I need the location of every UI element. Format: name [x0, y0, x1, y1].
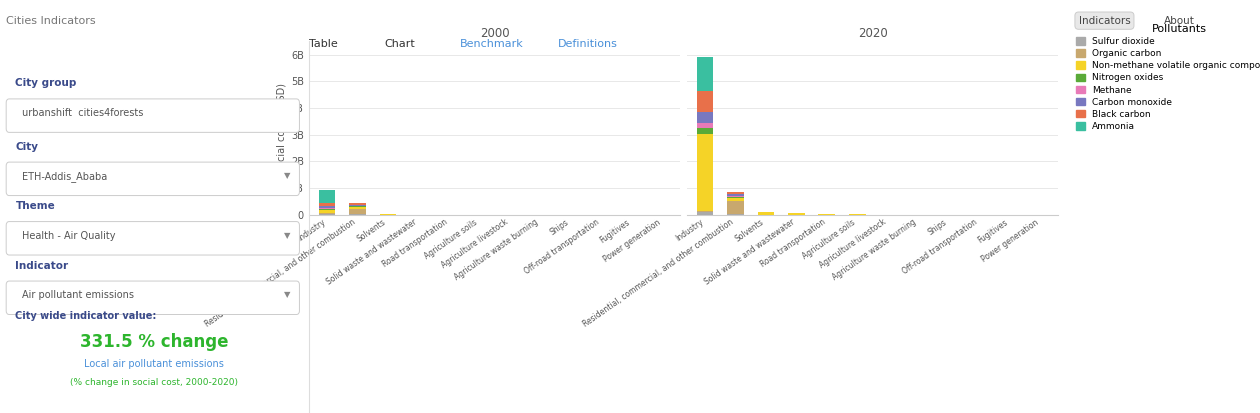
Bar: [697, 134, 713, 211]
Text: ▼: ▼: [284, 171, 290, 180]
Bar: [349, 207, 365, 209]
Bar: [727, 201, 743, 214]
Bar: [697, 211, 713, 212]
Bar: [349, 209, 365, 214]
Bar: [819, 214, 835, 215]
Text: Health - Air Quality: Health - Air Quality: [21, 231, 115, 241]
FancyBboxPatch shape: [6, 162, 300, 196]
Bar: [697, 123, 713, 128]
Text: City: City: [15, 142, 39, 152]
Bar: [727, 197, 743, 199]
Text: Definitions: Definitions: [558, 39, 619, 49]
FancyBboxPatch shape: [6, 281, 300, 315]
Text: City group: City group: [15, 78, 77, 88]
Bar: [349, 206, 365, 207]
Text: Chart: Chart: [384, 39, 415, 49]
Text: Indicator: Indicator: [15, 261, 68, 271]
Bar: [319, 206, 335, 208]
Text: Cities Indicators: Cities Indicators: [6, 16, 96, 26]
Legend: Sulfur dioxide, Organic carbon, Non-methane volatile organic compounds, Nitrogen: Sulfur dioxide, Organic carbon, Non-meth…: [1074, 21, 1260, 134]
Bar: [379, 214, 397, 215]
Text: About: About: [1164, 16, 1196, 26]
Bar: [727, 196, 743, 197]
Bar: [727, 214, 743, 215]
Bar: [697, 112, 713, 123]
Bar: [727, 195, 743, 196]
Y-axis label: Social cost ($USD): Social cost ($USD): [277, 83, 287, 173]
Text: 331.5 % change: 331.5 % change: [81, 333, 228, 351]
Bar: [757, 212, 775, 215]
Text: Local air pollutant emissions: Local air pollutant emissions: [84, 359, 224, 369]
Bar: [349, 203, 365, 205]
Bar: [319, 190, 335, 203]
Text: Air pollutant emissions: Air pollutant emissions: [21, 290, 134, 300]
Bar: [697, 91, 713, 112]
Text: (% change in social cost, 2000-2020): (% change in social cost, 2000-2020): [71, 377, 238, 387]
Bar: [319, 203, 335, 206]
Bar: [727, 192, 743, 195]
Text: ▼: ▼: [284, 290, 290, 299]
Bar: [319, 209, 335, 210]
FancyBboxPatch shape: [6, 99, 300, 132]
Bar: [697, 57, 713, 91]
Bar: [319, 210, 335, 213]
Bar: [349, 205, 365, 206]
Bar: [727, 199, 743, 201]
Bar: [319, 208, 335, 209]
Title: 2020: 2020: [858, 27, 887, 40]
Text: City wide indicator value:: City wide indicator value:: [15, 311, 156, 321]
Bar: [697, 212, 713, 215]
Bar: [319, 214, 335, 215]
Text: Indicators: Indicators: [1079, 16, 1130, 26]
FancyBboxPatch shape: [6, 221, 300, 255]
Text: ▼: ▼: [284, 231, 290, 240]
Text: urbanshift  cities4forests: urbanshift cities4forests: [21, 108, 142, 118]
Title: 2000: 2000: [480, 27, 509, 40]
Text: ETH-Addis_Ababa: ETH-Addis_Ababa: [21, 171, 107, 182]
Text: Theme: Theme: [15, 201, 55, 211]
Bar: [697, 128, 713, 134]
Text: Benchmark: Benchmark: [460, 39, 524, 49]
Bar: [788, 213, 805, 215]
Text: Table: Table: [309, 39, 338, 49]
